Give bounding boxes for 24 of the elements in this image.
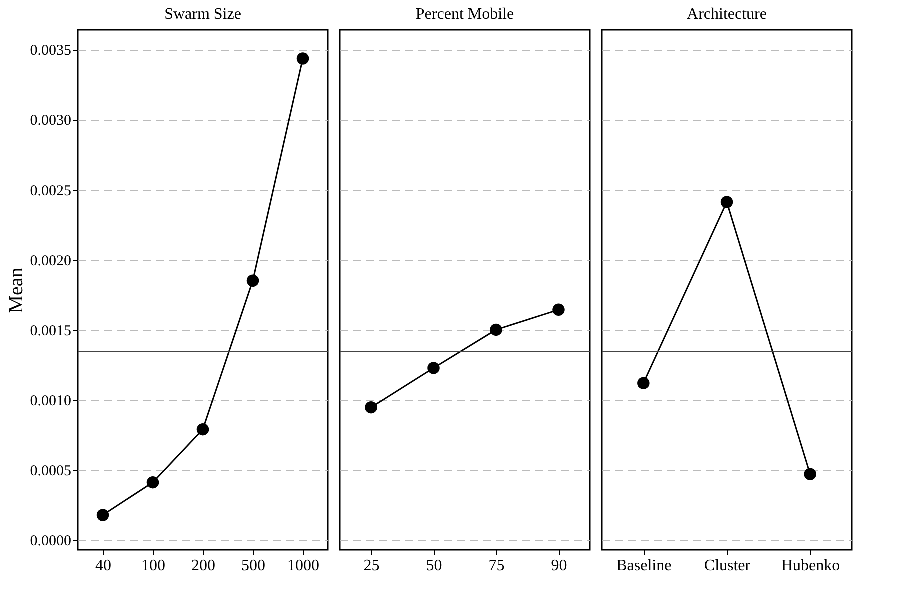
x-tick-label: 1000 bbox=[288, 558, 320, 574]
y-tick-label: 0.0020 bbox=[30, 253, 72, 270]
y-tick-label: 0.0010 bbox=[30, 394, 72, 410]
x-tick-label: 200 bbox=[192, 558, 216, 574]
y-tick-label: 0.0015 bbox=[30, 323, 72, 340]
chart-title: Swarm Size bbox=[164, 6, 242, 23]
x-tick-label: 50 bbox=[426, 558, 442, 574]
y-tick-label: 0.0025 bbox=[30, 183, 72, 200]
y-tick-label: 0.0000 bbox=[30, 534, 72, 550]
x-tick-label: Hubenko bbox=[782, 558, 840, 574]
x-tick-label: 25 bbox=[364, 558, 380, 574]
x-tick-label: 90 bbox=[551, 558, 568, 574]
x-tick-label: 500 bbox=[242, 558, 266, 574]
y-tick-label: 0.0030 bbox=[30, 113, 72, 130]
x-tick-label: Cluster bbox=[704, 558, 752, 574]
y-tick-label: 0.0035 bbox=[30, 43, 72, 60]
chart-title: Percent Mobile bbox=[416, 6, 514, 23]
chart-title: Architecture bbox=[687, 6, 767, 23]
x-tick-label: Baseline bbox=[616, 558, 672, 574]
y-tick-label: 0.0005 bbox=[30, 464, 72, 480]
x-tick-label: 40 bbox=[96, 558, 112, 574]
y-axis-title: Mean bbox=[5, 268, 28, 314]
x-tick-label: 100 bbox=[142, 558, 166, 574]
x-tick-label: 75 bbox=[488, 558, 505, 574]
